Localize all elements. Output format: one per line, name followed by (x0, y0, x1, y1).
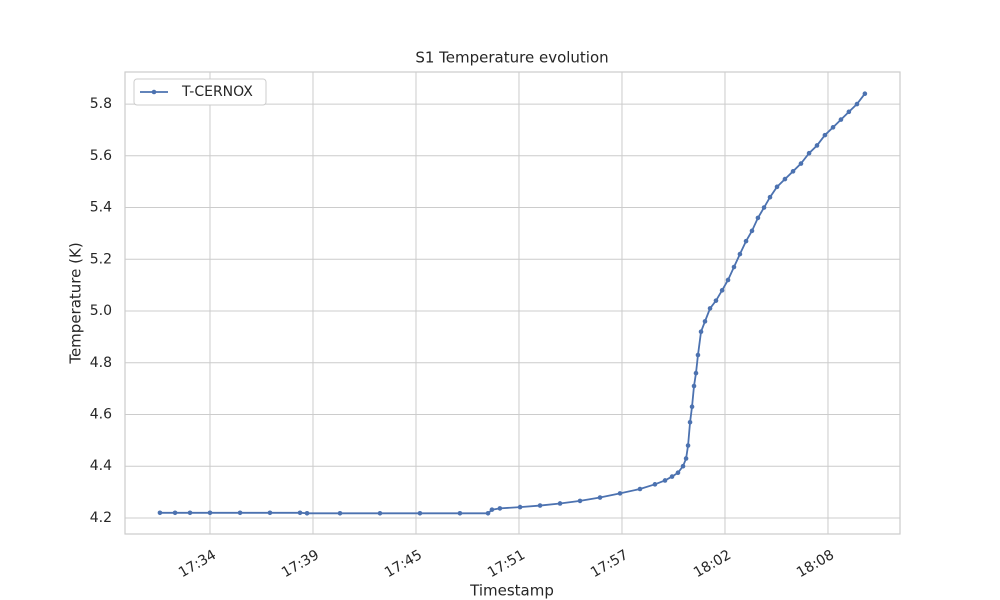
data-point (517, 504, 523, 510)
data-point (669, 474, 675, 479)
data-point (743, 238, 749, 244)
x-tick-label: 17:39 (279, 547, 322, 581)
data-point (755, 215, 761, 221)
data-point (304, 511, 310, 516)
y-tick-label: 4.4 (90, 458, 112, 474)
y-tick-label: 4.6 (90, 406, 112, 422)
data-point (731, 264, 737, 270)
data-line (159, 93, 866, 515)
data-point (737, 251, 743, 257)
data-point (846, 109, 852, 115)
data-point (267, 510, 273, 516)
data-point (695, 352, 701, 358)
x-tick-label: 17:57 (588, 547, 631, 581)
y-tick-label: 4.2 (90, 510, 112, 526)
data-point (297, 510, 303, 516)
data-point (652, 482, 658, 487)
data-point (537, 503, 543, 508)
x-tick-label: 18:02 (691, 547, 734, 581)
legend-marker (151, 89, 157, 95)
y-tick-label: 5.4 (90, 200, 112, 216)
data-point (237, 510, 243, 516)
data-point (689, 404, 695, 410)
legend-label: T-CERNOX (181, 84, 253, 100)
data-point (702, 319, 708, 324)
legend-box (133, 78, 267, 106)
data-point (417, 511, 423, 516)
data-point (719, 288, 725, 293)
data-point (597, 495, 603, 500)
x-tick-label: 18:08 (794, 547, 837, 581)
x-tick-label: 17:45 (382, 547, 425, 581)
data-point (489, 507, 495, 512)
data-point (838, 117, 844, 122)
data-point (698, 329, 704, 335)
data-point (377, 511, 383, 516)
data-point (662, 478, 668, 483)
data-point (683, 456, 689, 461)
data-point (749, 228, 755, 234)
grid (125, 72, 900, 534)
data-point (862, 91, 868, 97)
data-point (172, 510, 178, 516)
data-point (814, 143, 820, 148)
data-point (691, 383, 697, 389)
data-point (767, 194, 773, 200)
data-point (577, 498, 583, 504)
y-tick-label: 5.8 (90, 96, 112, 112)
data-point (617, 491, 623, 496)
y-tick-label: 5.2 (90, 251, 112, 267)
y-tick-label: 5.0 (90, 303, 112, 319)
data-point (790, 169, 796, 174)
x-axis-label: Timestamp (469, 582, 554, 600)
y-tick-label: 4.8 (90, 355, 112, 371)
chart-title: S1 Temperature evolution (415, 49, 608, 67)
data-point (822, 132, 828, 138)
data-point (680, 463, 686, 469)
data-point (675, 470, 681, 475)
plot-area (157, 91, 868, 516)
y-axis-label: Temperature (K) (67, 242, 85, 364)
data-point (685, 443, 691, 448)
data-point (157, 510, 163, 516)
data-point (497, 506, 503, 511)
legend: T-CERNOX (133, 78, 267, 106)
x-tick-label: 17:51 (485, 547, 528, 581)
y-tick-label: 5.6 (90, 148, 112, 164)
data-point (782, 176, 788, 182)
data-point (798, 161, 804, 166)
data-point (774, 184, 780, 190)
data-point (707, 306, 713, 311)
data-point (761, 205, 767, 210)
data-point (693, 370, 699, 376)
data-point (637, 486, 643, 492)
data-point (725, 277, 731, 283)
data-point (207, 510, 213, 516)
data-point (457, 511, 463, 516)
data-point (187, 510, 193, 516)
data-point (687, 419, 693, 425)
plot-frame (124, 71, 901, 535)
data-point (557, 501, 563, 506)
data-point (713, 298, 719, 303)
x-tick-label: 17:34 (176, 547, 219, 581)
data-point (830, 125, 836, 130)
data-point (806, 150, 812, 156)
data-point (337, 511, 343, 516)
data-point (485, 511, 491, 516)
data-point (854, 101, 860, 107)
